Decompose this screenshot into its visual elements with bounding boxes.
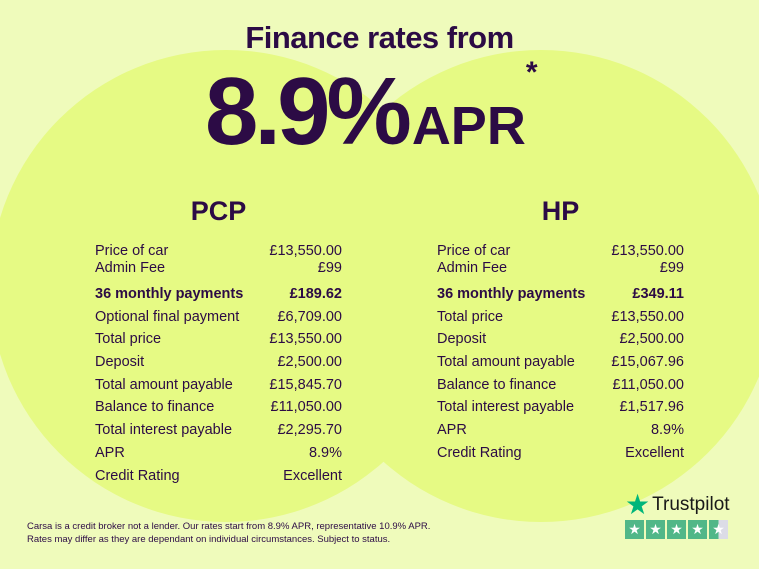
row-label: Price of car (437, 243, 511, 259)
row-label: Price of car (95, 243, 169, 259)
row-label: 36 monthly payments (437, 286, 586, 302)
row-value: £1,517.96 (619, 399, 684, 416)
pcp-table: PCP Price of car £13,550.00 Admin Fee £99 36… (95, 196, 342, 487)
headline-rate: 8.9%APR * (205, 56, 538, 162)
row-value: £99 (317, 260, 342, 276)
trustpilot-name: Trustpilot (652, 494, 730, 515)
row-label: Total price (437, 308, 504, 325)
table-row: Credit Rating Excellent (437, 442, 684, 465)
right-circle-decoration (305, 50, 759, 522)
table-row: Total amount payable £15,845.70 (95, 374, 342, 397)
row-value: £2,500.00 (277, 354, 342, 371)
row-label: Total amount payable (437, 354, 575, 371)
table-row: Price of car £13,550.00 (437, 243, 684, 260)
row-value: £2,295.70 (277, 422, 342, 439)
half-star-icon: ★ (709, 520, 728, 539)
row-value: £15,845.70 (269, 376, 342, 393)
row-label: Credit Rating (95, 467, 180, 484)
star-icon: ★ (625, 520, 644, 539)
row-value: £189.62 (289, 286, 342, 302)
star-icon: ★ (667, 520, 686, 539)
row-value: £11,050.00 (270, 399, 343, 416)
row-value: Excellent (625, 444, 684, 461)
table-row: Balance to finance £11,050.00 (437, 374, 684, 397)
row-label: Balance to finance (95, 399, 215, 416)
row-value: £13,550.00 (611, 243, 684, 259)
table-row: 36 monthly payments £349.11 (437, 283, 684, 306)
hp-table: HP Price of car £13,550.00 Admin Fee £99 36 … (437, 196, 684, 465)
trustpilot-rating: ★ ★ ★ ★ ★ (625, 520, 730, 539)
table-row: 36 monthly payments £189.62 (95, 283, 342, 306)
apr-label: APR (411, 96, 526, 156)
row-value: 8.9% (650, 422, 684, 439)
row-label: Total price (95, 331, 162, 348)
disclaimer-line-2: Rates may differ as they are dependant o… (27, 534, 391, 545)
row-value: £13,550.00 (269, 331, 342, 348)
row-value: £13,550.00 (611, 308, 684, 325)
row-value: Excellent (283, 467, 342, 484)
row-value: £15,067.96 (611, 354, 684, 371)
table-row: APR 8.9% (95, 442, 342, 465)
table-row: Balance to finance £11,050.00 (95, 396, 342, 419)
headline-title: Finance rates from (245, 20, 514, 55)
rate-value: 8.9% (205, 58, 412, 165)
table-row: Deposit £2,500.00 (437, 328, 684, 351)
row-label: APR (95, 444, 125, 461)
trustpilot-star-icon: ★ (625, 489, 651, 520)
row-value: £2,500.00 (619, 331, 684, 348)
table-row: Deposit £2,500.00 (95, 351, 342, 374)
row-label: Optional final payment (95, 308, 240, 325)
row-value: £13,550.00 (269, 243, 342, 259)
row-value: £11,050.00 (612, 376, 685, 393)
row-value: £349.11 (632, 286, 684, 302)
hp-heading: HP (541, 196, 580, 226)
star-icon: ★ (646, 520, 665, 539)
row-value: £6,709.00 (277, 308, 342, 325)
row-value: 8.9% (308, 444, 342, 461)
table-row: Optional final payment £6,709.00 (95, 306, 342, 329)
row-label: Total interest payable (437, 399, 575, 416)
asterisk: * (525, 56, 538, 89)
disclaimer-line-1: Carsa is a credit broker not a lender. O… (27, 521, 431, 532)
table-row: Total price £13,550.00 (95, 328, 342, 351)
table-row: Admin Fee £99 (95, 260, 342, 277)
row-label: Deposit (95, 354, 145, 371)
row-label: Admin Fee (437, 260, 508, 276)
table-row: Admin Fee £99 (437, 260, 684, 277)
row-label: 36 monthly payments (95, 286, 244, 302)
table-row: Price of car £13,550.00 (95, 243, 342, 260)
table-row: APR 8.9% (437, 419, 684, 442)
table-row: Total amount payable £15,067.96 (437, 351, 684, 374)
row-value: £99 (659, 260, 684, 276)
row-label: Admin Fee (95, 260, 166, 276)
row-label: Total amount payable (95, 376, 233, 393)
table-row: Total interest payable £2,295.70 (95, 419, 342, 442)
trustpilot-badge[interactable]: ★ Trustpilot ★ ★ ★ ★ ★ (625, 489, 730, 539)
star-icon: ★ (688, 520, 707, 539)
row-label: Deposit (437, 331, 487, 348)
table-row: Credit Rating Excellent (95, 465, 342, 488)
disclaimer: Carsa is a credit broker not a lender. O… (27, 520, 430, 546)
row-label: APR (437, 422, 467, 439)
pcp-heading: PCP (190, 196, 247, 226)
table-row: Total interest payable £1,517.96 (437, 396, 684, 419)
row-label: Total interest payable (95, 422, 233, 439)
row-label: Credit Rating (437, 444, 522, 461)
row-label: Balance to finance (437, 376, 557, 393)
table-row: Total price £13,550.00 (437, 306, 684, 329)
